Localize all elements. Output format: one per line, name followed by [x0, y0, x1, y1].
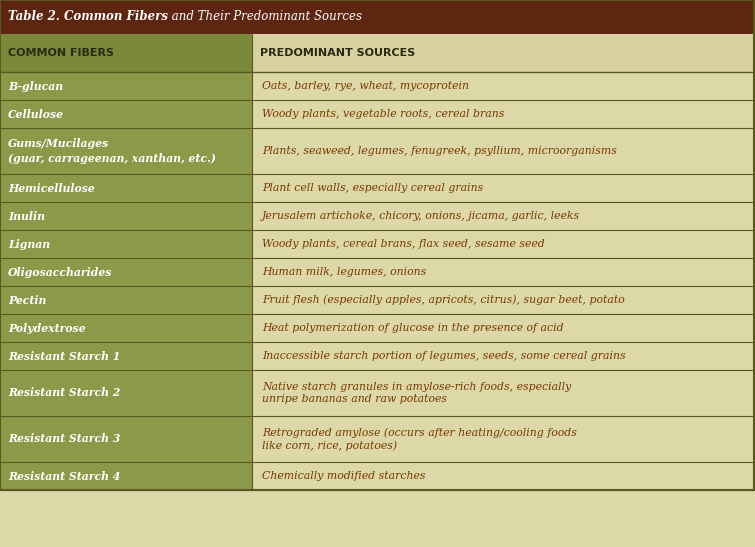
Bar [252, 370, 755, 416]
Bar [252, 72, 755, 100]
Text: Pectin: Pectin [8, 294, 46, 306]
Text: Table 2. Common Fibers: Table 2. Common Fibers [8, 10, 168, 24]
Bar [0, 286, 252, 314]
Text: Resistant Starch 1: Resistant Starch 1 [8, 351, 120, 362]
Text: Cellulose: Cellulose [8, 108, 64, 119]
Text: COMMON FIBERS: COMMON FIBERS [8, 48, 114, 58]
Bar [0, 174, 252, 202]
Bar [0, 100, 252, 128]
Text: Resistant Starch 2: Resistant Starch 2 [8, 387, 120, 399]
Text: Jerusalem artichoke, chicory, onions, jicama, garlic, leeks: Jerusalem artichoke, chicory, onions, ji… [262, 211, 580, 221]
Bar [252, 416, 755, 462]
Text: PREDOMINANT SOURCES: PREDOMINANT SOURCES [260, 48, 415, 58]
Bar [0, 0, 755, 34]
Text: Inulin: Inulin [8, 211, 45, 222]
Bar [252, 202, 755, 230]
Text: Resistant Starch 4: Resistant Starch 4 [8, 470, 120, 481]
Text: Resistant Starch 3: Resistant Starch 3 [8, 434, 120, 445]
Bar [0, 314, 252, 342]
Text: Hemicellulose: Hemicellulose [8, 183, 94, 194]
Text: Lignan: Lignan [8, 238, 50, 249]
Bar [252, 462, 755, 490]
Bar [0, 370, 252, 416]
Bar [252, 258, 755, 286]
Bar [252, 342, 755, 370]
Bar [252, 286, 755, 314]
Bar [252, 100, 755, 128]
Text: Oats, barley, rye, wheat, mycoprotein: Oats, barley, rye, wheat, mycoprotein [262, 81, 469, 91]
Bar [0, 462, 252, 490]
Bar [0, 258, 252, 286]
Text: Polydextrose: Polydextrose [8, 323, 85, 334]
Text: Fruit flesh (especially apples, apricots, citrus), sugar beet, potato: Fruit flesh (especially apples, apricots… [262, 295, 624, 305]
Bar [0, 342, 252, 370]
Bar [0, 416, 252, 462]
Bar [252, 174, 755, 202]
Bar [252, 314, 755, 342]
Bar [0, 34, 252, 72]
Text: Gums/Mucilages
(guar, carrageenan, xanthan, etc.): Gums/Mucilages (guar, carrageenan, xanth… [8, 138, 216, 164]
Text: Woody plants, vegetable roots, cereal brans: Woody plants, vegetable roots, cereal br… [262, 109, 504, 119]
Text: Plant cell walls, especially cereal grains: Plant cell walls, especially cereal grai… [262, 183, 483, 193]
Text: Woody plants, cereal brans, flax seed, sesame seed: Woody plants, cereal brans, flax seed, s… [262, 239, 545, 249]
Bar [0, 128, 252, 174]
Text: B-glucan: B-glucan [8, 80, 63, 91]
Bar [0, 202, 252, 230]
Text: and Their Predominant Sources: and Their Predominant Sources [168, 10, 362, 24]
Text: Heat polymerization of glucose in the presence of acid: Heat polymerization of glucose in the pr… [262, 323, 564, 333]
Bar [252, 34, 755, 72]
Bar [252, 128, 755, 174]
Text: Chemically modified starches: Chemically modified starches [262, 471, 426, 481]
Bar [0, 230, 252, 258]
Text: Plants, seaweed, legumes, fenugreek, psyllium, microorganisms: Plants, seaweed, legumes, fenugreek, psy… [262, 146, 617, 156]
Text: Inaccessible starch portion of legumes, seeds, some cereal grains: Inaccessible starch portion of legumes, … [262, 351, 626, 361]
Text: Oligosaccharides: Oligosaccharides [8, 266, 112, 277]
Text: Retrograded amylose (occurs after heating/cooling foods
like corn, rice, potatoe: Retrograded amylose (occurs after heatin… [262, 427, 577, 451]
Bar [252, 230, 755, 258]
Text: Human milk, legumes, onions: Human milk, legumes, onions [262, 267, 427, 277]
Bar [0, 72, 252, 100]
Text: Native starch granules in amylose-rich foods, especially
unripe bananas and raw : Native starch granules in amylose-rich f… [262, 382, 572, 404]
